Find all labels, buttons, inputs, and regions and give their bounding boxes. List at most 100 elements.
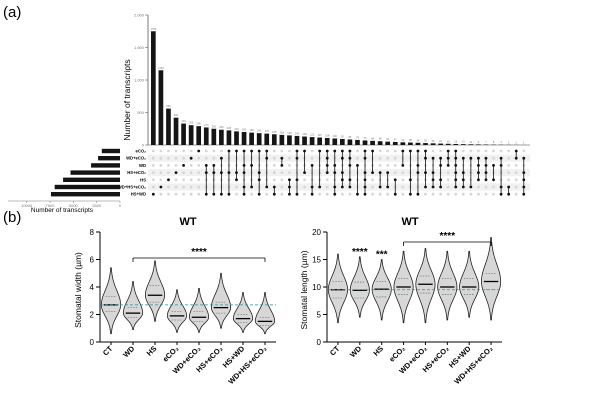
intersection-bar-label: 47: [394, 137, 397, 141]
violin: [232, 292, 254, 333]
matrix-dot: [288, 149, 291, 153]
matrix-dot: [469, 149, 473, 153]
significance-label-single: ***: [376, 250, 388, 261]
matrix-dot: [310, 156, 314, 160]
intersection-bar-label: 52: [386, 137, 389, 141]
matrix-dot: [272, 149, 276, 153]
matrix-dot: [204, 156, 208, 160]
x-tick-label: HS: [145, 344, 159, 358]
intersection-bar: [302, 136, 307, 145]
intersection-bar: [438, 143, 443, 145]
intersection-bar: [158, 70, 164, 145]
intersection-bar-label: 100: [333, 134, 338, 138]
matrix-dot: [174, 164, 178, 167]
y-tick-label: 15: [312, 256, 321, 265]
matrix-dot: [182, 171, 185, 175]
intersection-bar: [415, 142, 421, 145]
matrix-dot-active: [514, 156, 518, 160]
intersection-bar: [377, 141, 383, 145]
intersection-bar-label: 13: [462, 140, 465, 144]
set-label: WD: [139, 163, 146, 168]
matrix-dot: [159, 192, 163, 196]
matrix-dot: [431, 149, 435, 153]
intersection-bar-label: 2: [515, 140, 517, 144]
intersection-bar-label: 290: [197, 122, 202, 126]
matrix-dot: [371, 192, 374, 196]
intersection-bar-label: 4: [500, 140, 502, 144]
intersection-bar: [460, 144, 466, 145]
matrix-dot: [272, 171, 276, 175]
intersection-bar-label: 115: [318, 133, 323, 137]
matrix-dot: [401, 192, 405, 196]
matrix-dot: [507, 156, 511, 160]
y-tick-label: 2: [90, 311, 95, 320]
matrix-dot: [378, 164, 382, 167]
matrix-dot: [325, 178, 329, 182]
intersection-bar-label: 34: [416, 138, 419, 142]
violin: [166, 289, 188, 333]
matrix-dot: [446, 192, 450, 196]
intersection-bar: [453, 143, 459, 145]
matrix-dot: [477, 192, 480, 196]
matrix-dot: [507, 164, 511, 167]
matrix-dot: [167, 156, 170, 160]
matrix-dot: [439, 149, 443, 153]
x-tick-label: eCO₂: [161, 344, 181, 364]
intersection-bar: [211, 128, 217, 145]
intersection-bar-label: 22: [439, 139, 442, 143]
matrix-dot: [386, 156, 390, 160]
intersection-bar-label: 5: [493, 140, 495, 144]
matrix-dot: [484, 185, 488, 189]
matrix-dot: [393, 149, 397, 153]
violin: [437, 250, 458, 321]
matrix-dot: [386, 192, 390, 196]
matrix-dot-active: [507, 192, 511, 196]
set-label: WD+eCO₂: [126, 156, 146, 161]
matrix-dot-active: [235, 178, 238, 182]
matrix-dot: [212, 156, 216, 160]
intersection-bar: [324, 137, 330, 145]
intersection-bar-label: 210: [234, 127, 239, 131]
matrix-dot: [189, 149, 193, 153]
upset-y-tick-label: 2,000: [134, 12, 145, 17]
matrix-dot-active: [227, 192, 231, 196]
matrix-dot: [159, 171, 163, 175]
x-tick-label: CT: [328, 344, 342, 358]
matrix-dot: [182, 156, 185, 160]
matrix-dot-active: [204, 192, 208, 196]
matrix-dot: [507, 171, 511, 175]
intersection-bar-label: 7: [485, 140, 487, 144]
upset-y-tick-label: 1,000: [134, 77, 145, 82]
intersection-bar: [347, 139, 353, 145]
intersection-bar: [445, 143, 451, 145]
matrix-dot-active: [159, 185, 163, 189]
matrix-dot: [197, 156, 201, 160]
intersection-bar-label: 64: [371, 136, 374, 140]
matrix-dot: [378, 156, 382, 160]
intersection-bar-label: 30: [424, 139, 427, 143]
matrix-dot: [393, 156, 397, 160]
panel-a-label: (a): [3, 4, 21, 21]
matrix-dot: [378, 149, 382, 153]
set-size-tick-label: 7500: [46, 203, 56, 208]
matrix-dot: [514, 178, 518, 182]
intersection-bar: [151, 31, 156, 145]
panel-b-label: (b): [3, 209, 21, 226]
intersection-bar: [279, 134, 285, 145]
intersection-bar: [340, 139, 345, 145]
matrix-dot: [272, 178, 276, 182]
matrix-dot: [288, 171, 291, 175]
x-tick-label: eCO₂: [387, 344, 407, 364]
matrix-dot: [174, 156, 178, 160]
matrix-dot: [522, 149, 526, 153]
matrix-dot: [492, 192, 495, 196]
intersection-bar: [287, 135, 292, 145]
matrix-row-shade: [148, 169, 530, 177]
matrix-dot: [272, 164, 276, 167]
intersection-bar-label: 92: [341, 135, 344, 139]
matrix-dot: [189, 164, 193, 167]
matrix-dot: [378, 192, 382, 196]
matrix-dot: [151, 171, 155, 175]
intersection-bar-label: 16: [454, 139, 457, 143]
